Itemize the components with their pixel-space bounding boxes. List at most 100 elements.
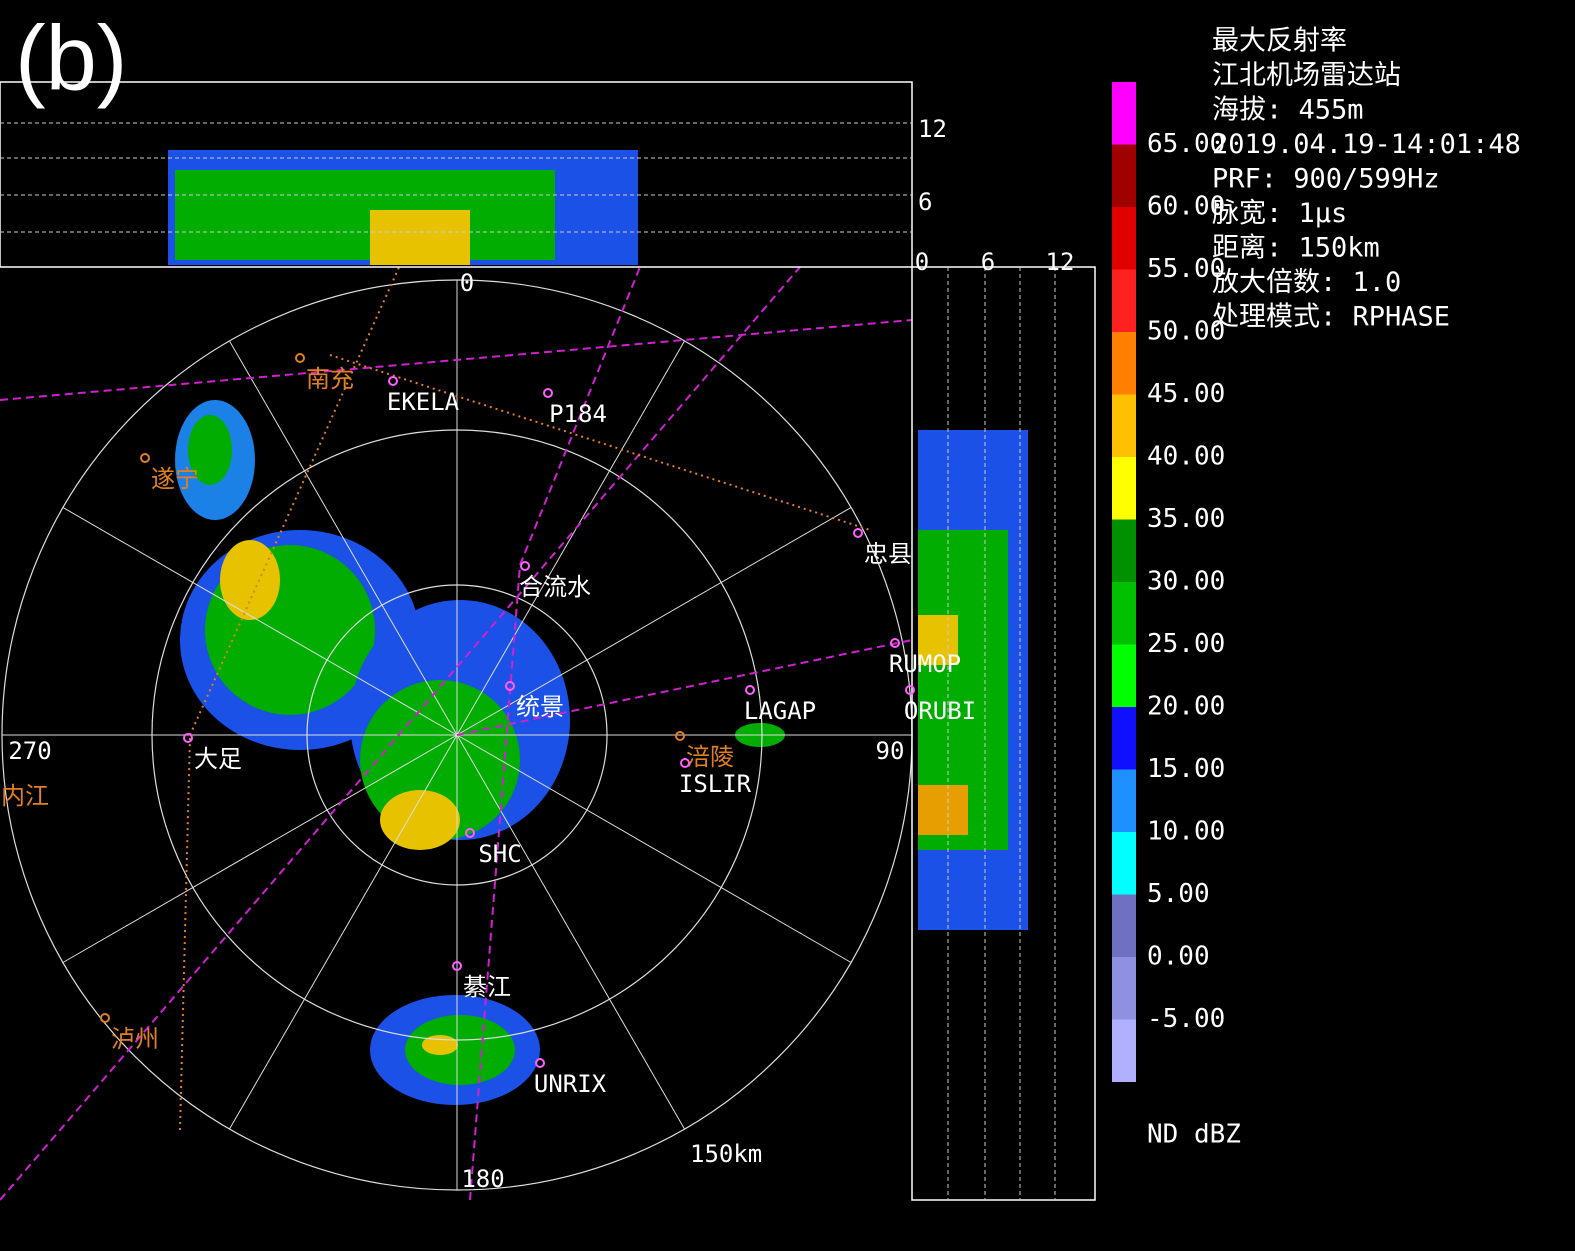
colorbar-label: 50.00: [1147, 317, 1225, 347]
place-label: 内江: [1, 782, 49, 810]
azimuth-label: 180: [461, 1165, 504, 1193]
colorbar-band: [1112, 144, 1136, 207]
place-marker: [543, 388, 553, 398]
place-marker: [905, 685, 915, 695]
colorbar-band: [1112, 1019, 1136, 1082]
colorbar-label: 10.00: [1147, 817, 1225, 847]
azimuth-spoke: [229, 734, 458, 1130]
place-label: 涪陵: [686, 743, 734, 771]
route-line: [519, 266, 641, 566]
colorbar-label: 40.00: [1147, 442, 1225, 472]
echoes: [168, 150, 1028, 1105]
route-line: [469, 564, 521, 1201]
colorbar-band: [1112, 457, 1136, 520]
place-marker: [183, 733, 193, 743]
place-label: EKELA: [387, 388, 460, 416]
top-tick-label: 6: [918, 188, 932, 216]
colorbar-label: 30.00: [1147, 567, 1225, 597]
place-marker: [140, 453, 150, 463]
place-marker: [535, 1058, 545, 1068]
colorbar-label: -5.00: [1147, 1004, 1225, 1034]
place-marker: [295, 353, 305, 363]
azimuth-spoke: [229, 340, 458, 736]
place-label: SHC: [478, 840, 521, 868]
place-label: ORUBI: [904, 697, 976, 725]
place-label: 遂宁: [151, 465, 199, 493]
place-marker: [452, 961, 462, 971]
colorbar-band: [1112, 269, 1136, 332]
info-line: 距离: 150km: [1212, 233, 1380, 264]
side-tick-label: 6: [981, 248, 995, 276]
colorbar-band: [1112, 82, 1136, 145]
side-tick-label: 0: [915, 248, 929, 276]
azimuth-spoke: [456, 734, 852, 963]
colorbar-label: 15.00: [1147, 754, 1225, 784]
place-label: 泸州: [111, 1025, 159, 1053]
azimuth-spoke: [456, 507, 852, 736]
place-label: 统景: [516, 693, 564, 721]
azimuth-spoke: [456, 340, 685, 736]
colorbar-band: [1112, 519, 1136, 582]
colorbar-band: [1112, 957, 1136, 1020]
colorbar-label: 55.00: [1147, 254, 1225, 284]
place-marker: [505, 681, 515, 691]
info-line: 脉宽: 1μs: [1212, 198, 1347, 229]
azimuth-spoke: [456, 734, 685, 1130]
colorbar-band: [1112, 769, 1136, 832]
panel-label: (b): [15, 7, 127, 109]
colorbar-label: 25.00: [1147, 629, 1225, 659]
info-line: 处理模式: RPHASE: [1212, 302, 1450, 333]
info-line: 最大反射率: [1212, 26, 1347, 57]
place-marker: [520, 561, 530, 571]
place-label: ISLIR: [679, 770, 752, 798]
colorbar-band: [1112, 332, 1136, 395]
range-label: 150km: [690, 1140, 762, 1168]
azimuth-label: 90: [876, 737, 905, 765]
place-label: UNRIX: [534, 1070, 607, 1098]
profile-panels: [0, 81, 1096, 1201]
boundary-line: [189, 264, 401, 736]
colorbar-band: [1112, 894, 1136, 957]
place-marker: [853, 528, 863, 538]
place-label: P184: [549, 400, 607, 428]
place-label: LAGAP: [744, 697, 816, 725]
route-line: [0, 266, 801, 1201]
place-marker: [100, 1013, 110, 1023]
place-marker: [680, 758, 690, 768]
colorbar-unit: ND dBZ: [1147, 1120, 1241, 1150]
place-marker: [745, 685, 755, 695]
info-line: 江北机场雷达站: [1212, 60, 1401, 91]
place-label: RUMOP: [889, 650, 961, 678]
colorbar-band: [1112, 832, 1136, 895]
place-label: 綦江: [463, 973, 511, 1001]
colorbar-label: 60.00: [1147, 192, 1225, 222]
polar-grid: [0, 264, 913, 1201]
place-marker: [890, 638, 900, 648]
place-marker: [465, 828, 475, 838]
colorbar-label: 20.00: [1147, 692, 1225, 722]
side-panel-frame: [911, 266, 1096, 1201]
place-label: 合流水: [519, 573, 591, 601]
colorbar-label: 0.00: [1147, 942, 1210, 972]
top-tick-label: 12: [918, 115, 947, 143]
place-marker: [675, 731, 685, 741]
top-panel-frame: [0, 81, 913, 268]
colorbar-band: [1112, 394, 1136, 457]
colorbar-label: 45.00: [1147, 379, 1225, 409]
azimuth-label: 0: [460, 269, 474, 297]
colorbar-band: [1112, 644, 1136, 707]
side-tick-label: 12: [1046, 248, 1075, 276]
info-line: 放大倍数: 1.0: [1212, 267, 1401, 298]
boundary-line: [329, 354, 871, 531]
colorbar-band: [1112, 582, 1136, 645]
azimuth-label: 270: [8, 737, 51, 765]
colorbar-label: 35.00: [1147, 504, 1225, 534]
azimuth-spoke: [62, 734, 458, 963]
info-line: PRF: 900/599Hz: [1212, 164, 1440, 195]
colorbar-band: [1112, 207, 1136, 270]
colorbar-label: 65.00: [1147, 129, 1225, 159]
colorbar-band: [1112, 707, 1136, 770]
route-line: [0, 319, 913, 401]
